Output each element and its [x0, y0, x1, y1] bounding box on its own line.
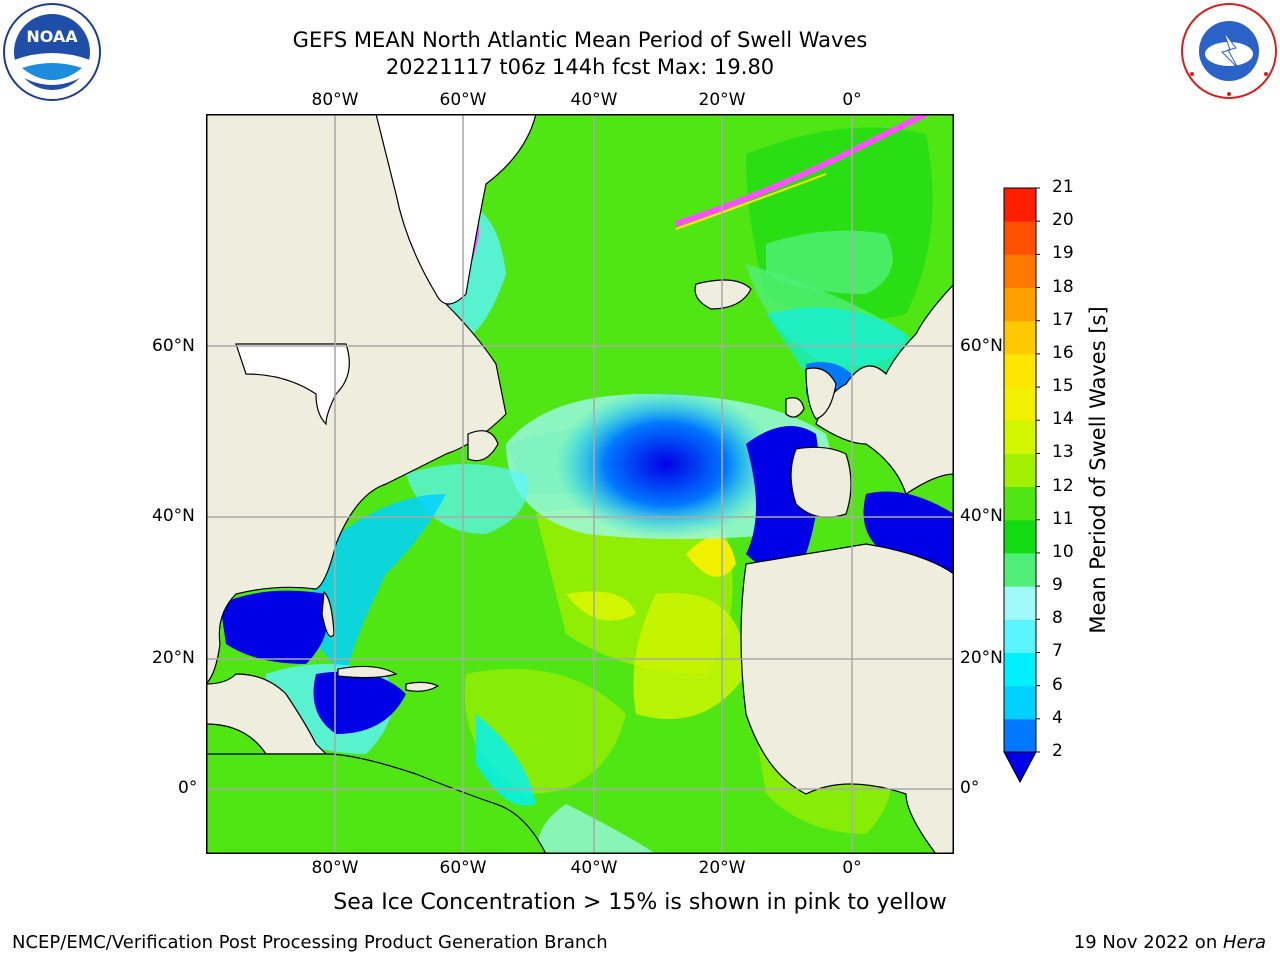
- lat-label-left-40n: 40°N: [152, 506, 195, 526]
- iberia: [790, 446, 852, 518]
- lat-label-right-20n: 20°N: [960, 648, 1003, 668]
- greenland: [375, 114, 537, 305]
- colorbar-tick-label-6: 6: [1052, 674, 1063, 695]
- colorbar-bin-18: [1004, 254, 1036, 289]
- colorbar-outline: [1003, 187, 1037, 753]
- colorbar-tick-label-9: 9: [1052, 575, 1063, 596]
- lon-label-top-0: 0°: [842, 90, 862, 110]
- hispaniola: [405, 681, 440, 692]
- lat-label-left-20n: 20°N: [152, 648, 195, 668]
- colorbar-label: Mean Period of Swell Waves [s]: [1086, 306, 1110, 634]
- ireland: [785, 397, 805, 418]
- map-subtitle: 20221117 t06z 144h fcst Max: 19.80: [385, 55, 775, 79]
- lat-label-right-0: 0°: [960, 778, 980, 798]
- colorbar-bin-8: [1004, 586, 1036, 620]
- map-title: GEFS MEAN North Atlantic Mean Period of …: [292, 28, 868, 52]
- lon-label-bottom-60w: 60°W: [439, 858, 487, 878]
- colorbar-bin-2: [1004, 718, 1036, 753]
- noaa-logo: NOAA: [2, 2, 102, 102]
- colorbar-tick-label-10: 10: [1052, 541, 1074, 562]
- colorbar-bin-4: [1004, 685, 1036, 720]
- colorbar-tick-labels: 2 4 6 7 8 9 10 11 12 13 14 15 16 17 18 19 20 21: [1052, 0, 1092, 960]
- colorbar-bin-7: [1004, 619, 1036, 653]
- lon-label-top-60w: 60°W: [439, 90, 487, 110]
- footer-left: NCEP/EMC/Verification Post Processing Pr…: [12, 932, 608, 953]
- colorbar-tick-label-17: 17: [1052, 309, 1074, 330]
- colorbar-tick-label-21: 21: [1052, 177, 1074, 197]
- lon-label-bottom-0: 0°: [842, 858, 862, 878]
- colorbar-tick-label-19: 19: [1052, 243, 1074, 264]
- lon-label-top-40w: 40°W: [570, 90, 618, 110]
- colorbar-bin-9: [1004, 552, 1036, 587]
- lon-label-top-80w: 80°W: [311, 90, 359, 110]
- lon-label-bottom-80w: 80°W: [311, 858, 359, 878]
- africa: [740, 543, 954, 854]
- graticule: [206, 114, 954, 854]
- footer-host: Hera: [1222, 932, 1266, 953]
- map-frame: [206, 114, 954, 854]
- swell-period-field: [220, 127, 954, 854]
- colorbar-bin-13: [1004, 420, 1036, 454]
- great-britain: [805, 367, 837, 420]
- lon-label-top-20w: 20°W: [698, 90, 746, 110]
- colorbar-tick-label-2: 2: [1052, 741, 1063, 761]
- colorbar-tick-label-12: 12: [1052, 475, 1074, 496]
- land-masses: [206, 114, 954, 854]
- lon-label-bottom-20w: 20°W: [698, 858, 746, 878]
- colorbar-extension: [1003, 751, 1037, 784]
- colorbar-bin-19: [1004, 221, 1036, 255]
- iceland: [694, 279, 752, 310]
- swell-period-map: [206, 114, 954, 854]
- lat-label-left-60n: 60°N: [152, 336, 195, 356]
- sea-ice-note: Sea Ice Concentration > 15% is shown in …: [333, 890, 947, 915]
- lat-label-left-0: 0°: [178, 778, 198, 798]
- colorbar-tick-label-16: 16: [1052, 342, 1074, 363]
- colorbar-tick-label-7: 7: [1052, 641, 1063, 662]
- colorbar-bin-16: [1004, 320, 1036, 355]
- colorbar-bin-14: [1004, 387, 1036, 421]
- cuba: [337, 665, 398, 679]
- south-america: [206, 753, 547, 854]
- colorbar-bin-10: [1004, 519, 1036, 554]
- footer-right: 19 Nov 2022 on Hera: [1074, 932, 1266, 953]
- noaa-logo-text: NOAA: [26, 27, 78, 46]
- central-america: [206, 673, 328, 755]
- colorbar-bin-20: [1004, 188, 1036, 222]
- lon-label-bottom-40w: 40°W: [570, 858, 618, 878]
- colorbar-bin-6: [1004, 652, 1036, 687]
- colorbar-tick-label-13: 13: [1052, 442, 1074, 463]
- colorbar-bin-11: [1004, 486, 1036, 521]
- lat-label-right-60n: 60°N: [960, 336, 1003, 356]
- colorbar-tick-label-18: 18: [1052, 276, 1074, 297]
- colorbar-tick-label-14: 14: [1052, 409, 1074, 430]
- florida: [321, 590, 335, 638]
- colorbar: [1003, 187, 1040, 784]
- colorbar-tick-label-11: 11: [1052, 508, 1074, 529]
- baffin-island: [235, 343, 350, 426]
- newfoundland: [467, 430, 499, 462]
- colorbar-bin-17: [1004, 287, 1036, 322]
- colorbar-bin-15: [1004, 353, 1036, 388]
- colorbar-tick-label-15: 15: [1052, 376, 1074, 397]
- colorbar-tick-label-8: 8: [1052, 608, 1063, 629]
- national-weather-service-logo: [1180, 2, 1278, 100]
- footer-date: 19 Nov 2022 on: [1073, 932, 1223, 953]
- colorbar-tick-label-4: 4: [1052, 707, 1063, 728]
- colorbar-tick-label-20: 20: [1052, 210, 1074, 231]
- colorbar-bin-12: [1004, 453, 1036, 488]
- lat-label-right-40n: 40°N: [960, 506, 1003, 526]
